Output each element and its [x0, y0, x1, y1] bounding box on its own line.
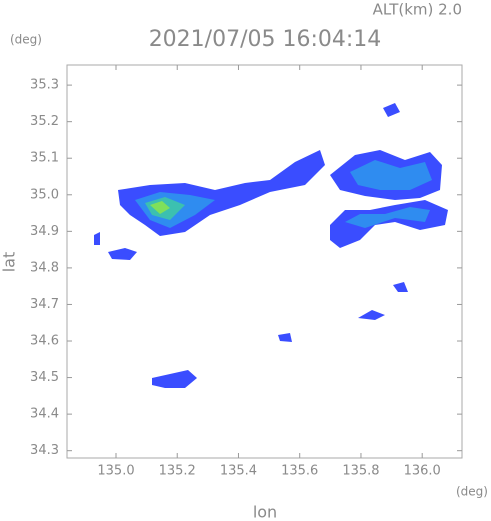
x-tick-label: 135.6	[281, 464, 318, 479]
plot-frame	[66, 64, 463, 459]
echo	[383, 103, 400, 117]
echo	[108, 248, 137, 260]
x-axis-label: lon	[253, 503, 277, 521]
echo	[278, 333, 292, 342]
echo	[94, 232, 100, 245]
x-unit: (deg)	[456, 485, 488, 499]
echo	[118, 150, 325, 236]
y-tick-label: 34.9	[30, 224, 59, 239]
chart-title: 2021/07/05 16:04:14	[149, 27, 382, 52]
echo	[150, 201, 170, 214]
echo	[152, 370, 197, 388]
y-tick-label: 34.5	[30, 370, 59, 385]
x-tick-label: 135.2	[159, 464, 196, 479]
echo	[330, 200, 448, 248]
y-tick-label: 34.4	[30, 407, 59, 422]
echo	[393, 282, 408, 292]
y-tick-label: 34.8	[30, 260, 59, 275]
x-tick-label: 135.4	[220, 464, 257, 479]
y-tick-label: 35.2	[30, 114, 59, 129]
radar-echoes	[94, 103, 448, 388]
y-tick-label: 35.3	[30, 78, 59, 93]
echo	[358, 310, 385, 320]
y-unit: (deg)	[10, 33, 42, 47]
y-tick-label: 35.0	[30, 187, 59, 202]
y-tick-label: 34.7	[30, 297, 59, 312]
x-tick-label: 135.8	[342, 464, 379, 479]
y-tick-label: 34.3	[30, 443, 59, 458]
echo	[345, 207, 430, 228]
x-tick-label: 136.0	[404, 464, 441, 479]
y-axis-label: lat	[0, 252, 19, 273]
y-tick-label: 34.6	[30, 334, 59, 349]
altitude-label: ALT(km) 2.0	[373, 1, 462, 19]
echo	[350, 160, 432, 190]
y-tick-label: 35.1	[30, 151, 59, 166]
x-tick-label: 135.0	[97, 464, 134, 479]
